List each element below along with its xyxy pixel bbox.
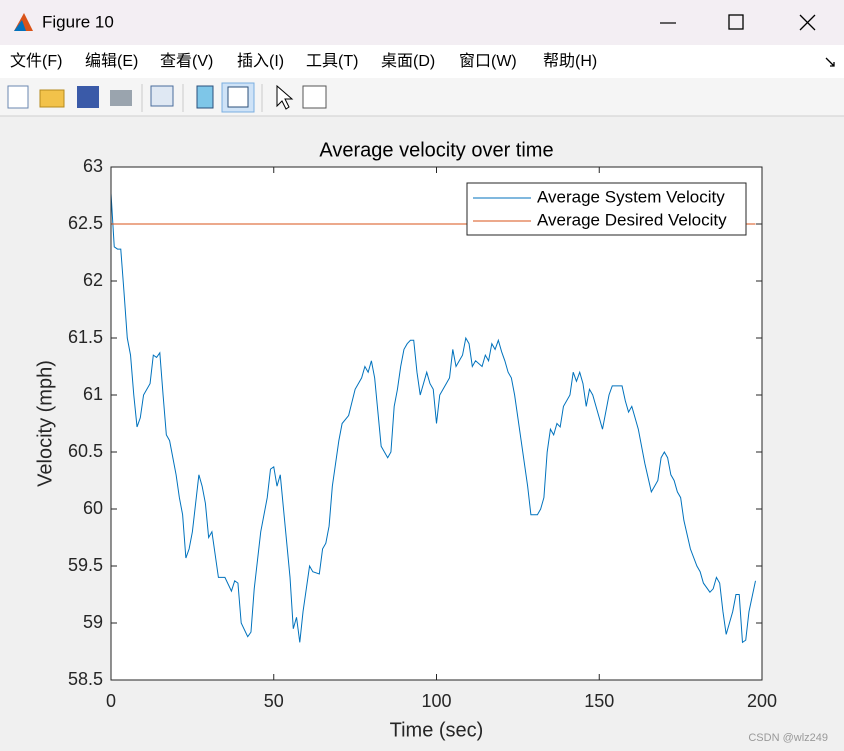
maximize-button[interactable] (728, 14, 744, 30)
watermark: CSDN @wlz249 (748, 732, 828, 744)
y-tick-label: 62.5 (68, 213, 103, 233)
new-icon[interactable] (7, 85, 29, 109)
menu-item[interactable]: 窗口(W) (459, 52, 517, 70)
legend-label: Average System Velocity (537, 187, 725, 206)
menu: 文件(F) 编辑(E) 查看(V) 插入(I) 工具(T) 桌面(D) 窗口(W) 帮助(H) (10, 52, 597, 70)
save-icon[interactable] (77, 86, 99, 108)
menu-item[interactable]: 编辑(E) (85, 52, 138, 70)
colorbar-icon[interactable] (196, 85, 214, 109)
y-tick-label: 59.5 (68, 555, 103, 575)
x-tick-label: 150 (584, 691, 614, 711)
y-tick-label: 59 (83, 612, 103, 632)
plot: 58.5 59 59.5 60 60.5 61 61.5 62 62.5 63 0 50 100 150 2… (34, 139, 777, 741)
menu-item[interactable]: 帮助(H) (543, 52, 597, 70)
legend-label: Average Desired Velocity (537, 210, 727, 229)
x-tick-label: 0 (106, 691, 116, 711)
menu-item[interactable]: 插入(I) (237, 52, 284, 70)
x-tick-label: 100 (421, 691, 451, 711)
legend-icon[interactable] (227, 86, 249, 108)
property-icon[interactable] (302, 85, 327, 109)
toolbar (0, 78, 844, 116)
pointer-icon[interactable] (276, 84, 294, 110)
y-tick-label: 62 (83, 270, 103, 290)
axes-box (110, 166, 763, 681)
menu-dock-arrow[interactable] (825, 57, 835, 67)
data-line (110, 193, 756, 644)
legend-box (466, 182, 747, 236)
link-icon[interactable] (150, 85, 174, 107)
y-tick-label: 63 (83, 156, 103, 176)
y-tick-label: 60 (83, 498, 103, 518)
window-title: Figure 10 (42, 12, 114, 31)
x-tick-label: 50 (264, 691, 284, 711)
y-axis-label: Velocity (mph) (34, 360, 56, 487)
print-icon[interactable] (110, 90, 132, 106)
title-bar (0, 0, 844, 45)
close-button[interactable] (799, 14, 816, 31)
menu-item[interactable]: 文件(F) (10, 52, 62, 70)
menu-bar (0, 45, 844, 78)
menu-item[interactable]: 工具(T) (306, 53, 358, 70)
y-tick-label: 61 (83, 384, 103, 404)
app-icon-part (14, 20, 26, 31)
chart-title: Average velocity over time (319, 139, 553, 161)
x-tick-label: 200 (747, 691, 777, 711)
menu-item[interactable]: 桌面(D) (381, 52, 435, 70)
y-tick-label: 58.5 (68, 669, 103, 689)
open-icon[interactable] (39, 89, 65, 108)
menu-item[interactable]: 查看(V) (160, 52, 213, 70)
y-tick-label: 60.5 (68, 441, 103, 461)
y-tick-label: 61.5 (68, 327, 103, 347)
x-axis-label: Time (sec) (390, 719, 484, 741)
